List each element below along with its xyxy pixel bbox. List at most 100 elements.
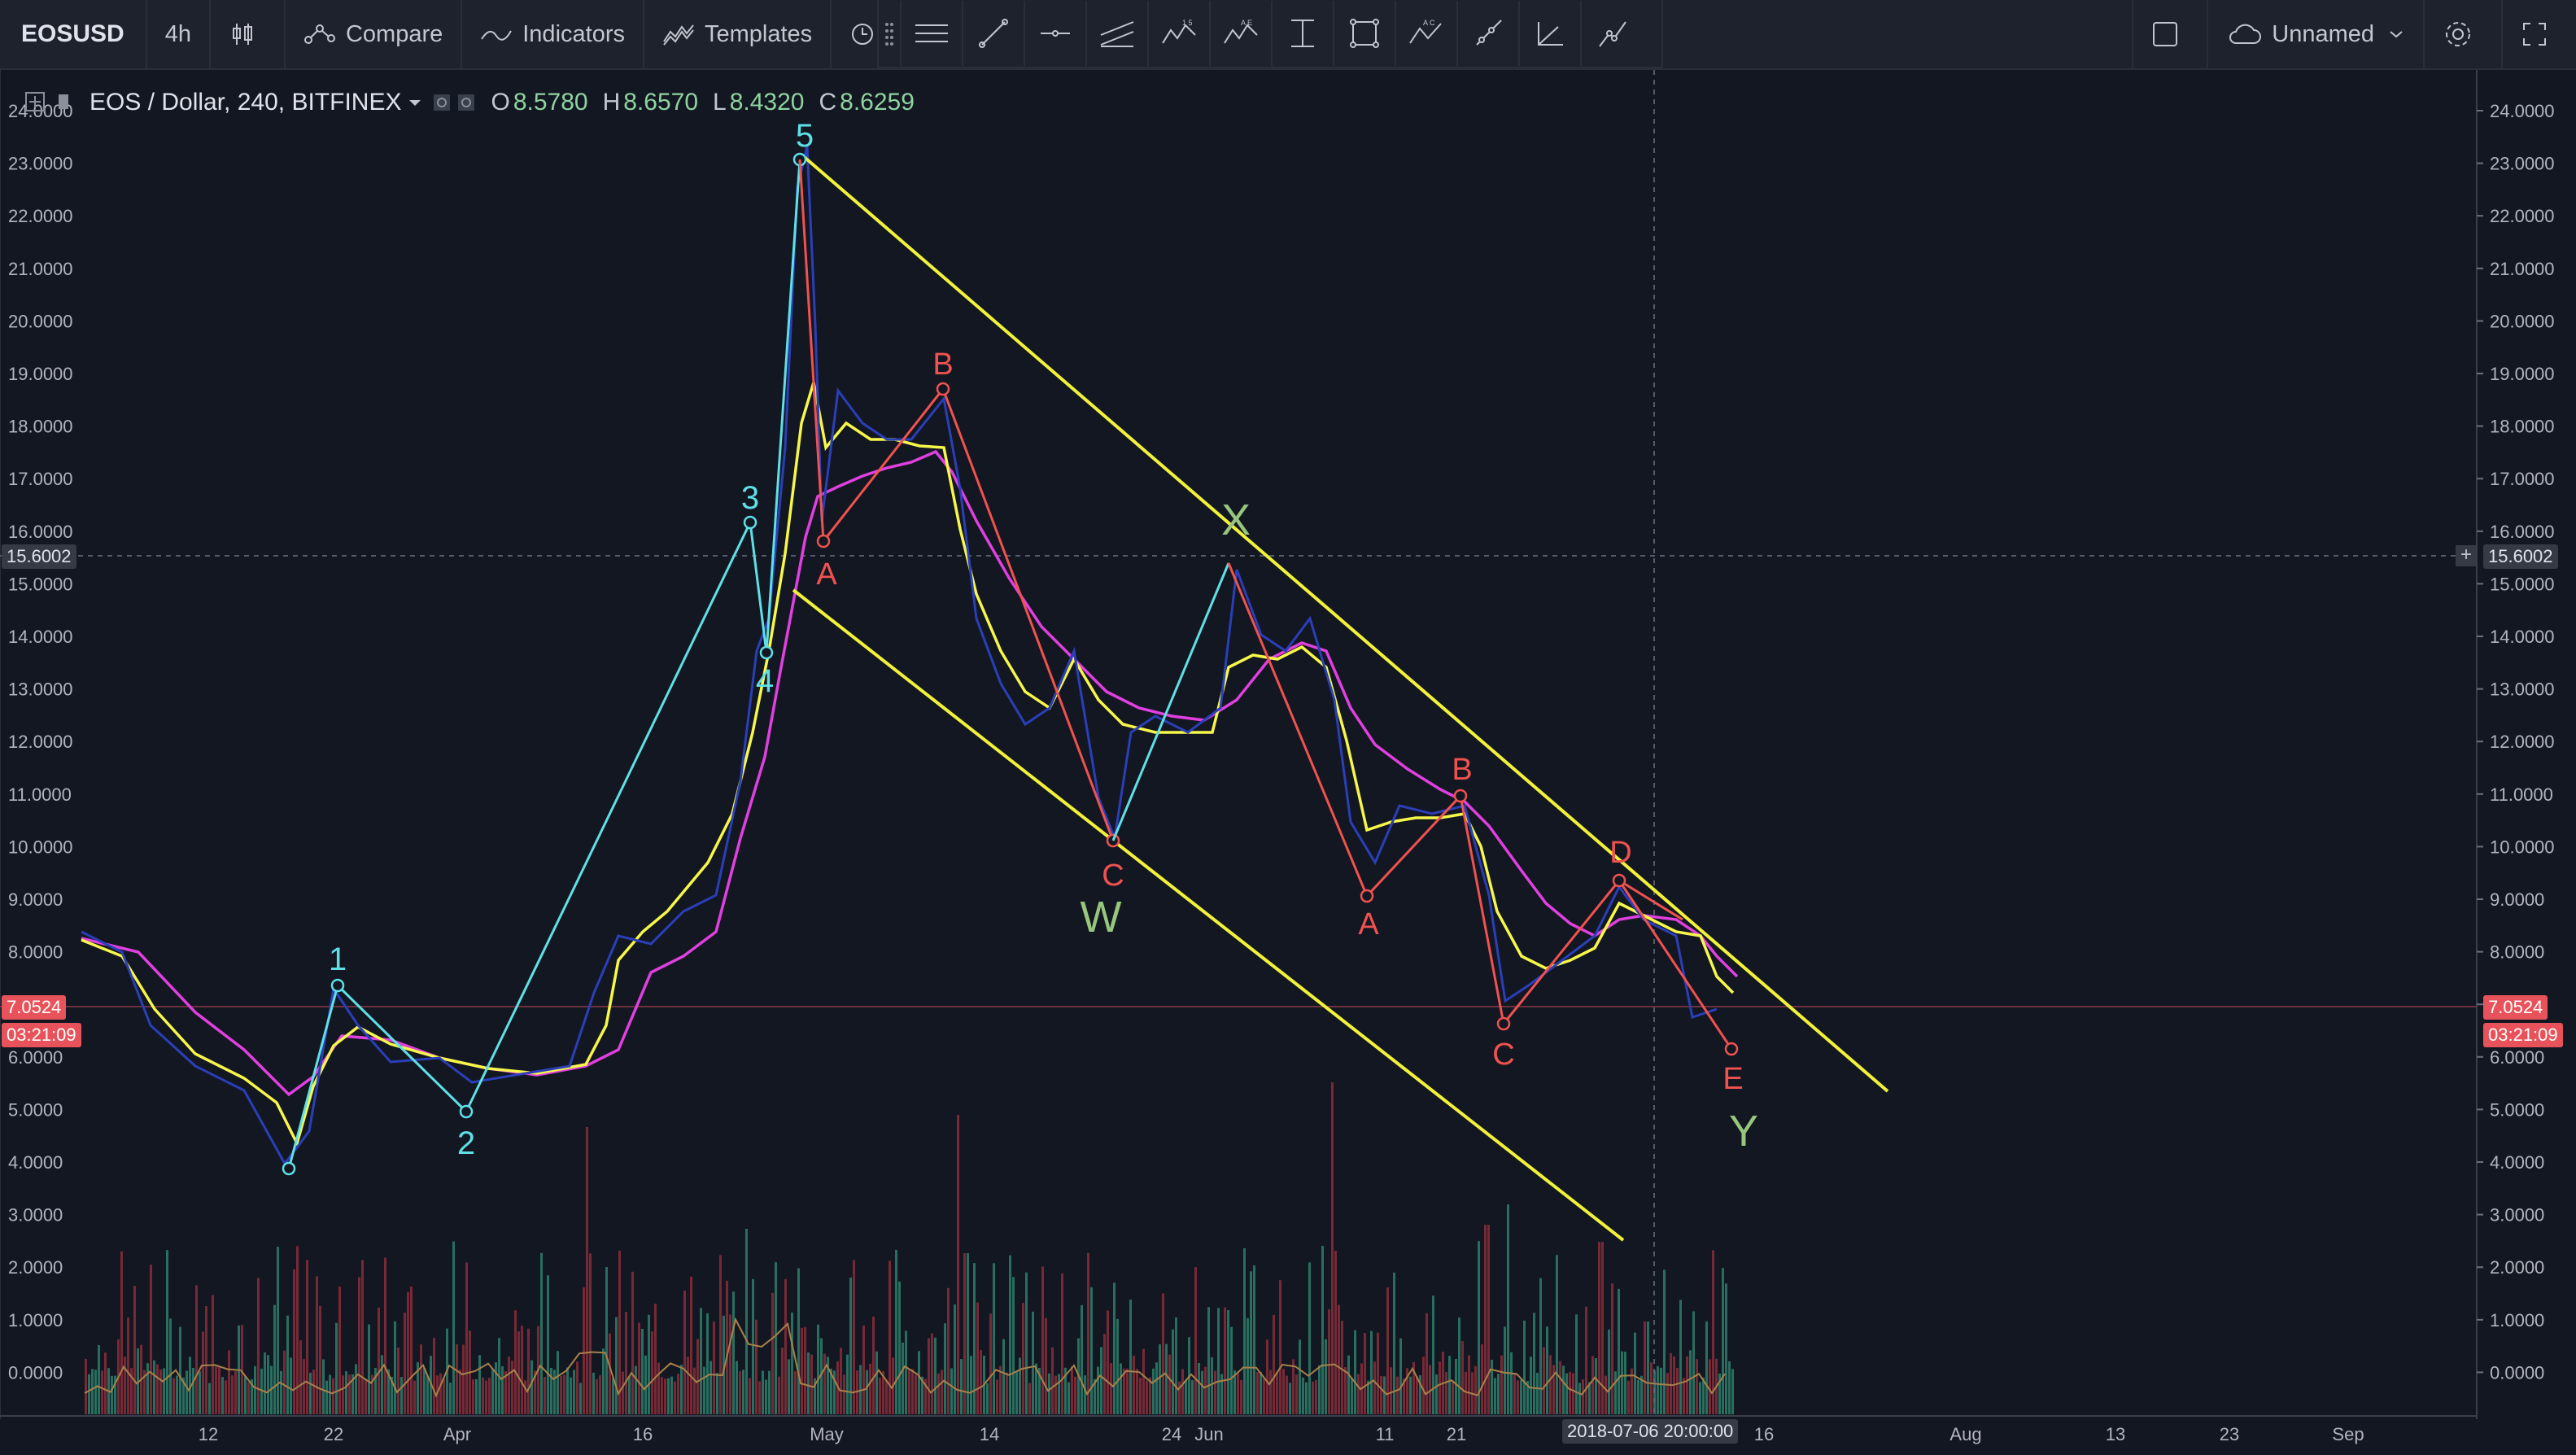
- volume-bar: [908, 1369, 910, 1414]
- volume-bar: [1718, 1373, 1721, 1414]
- volume-bar: [1657, 1365, 1659, 1414]
- path-tool[interactable]: [1582, 1, 1644, 66]
- price-tick-left: 0.0000: [8, 1362, 63, 1383]
- volume-bar: [225, 1380, 227, 1414]
- countdown-tag-left: 03:21:09: [2, 1023, 81, 1047]
- templates-button[interactable]: Templates: [644, 0, 832, 68]
- compare-icon: [303, 24, 335, 44]
- volume-bar: [719, 1255, 722, 1414]
- volume-bar: [452, 1241, 455, 1414]
- compare-button[interactable]: Compare: [286, 0, 463, 68]
- volume-bar: [1204, 1366, 1207, 1414]
- volume-bar: [557, 1351, 559, 1414]
- expand-legend-icon[interactable]: [24, 91, 46, 112]
- price-tick-left: 1.0000: [8, 1310, 63, 1330]
- volume-bar: [622, 1371, 624, 1414]
- drag-handle-icon[interactable]: [879, 1, 902, 66]
- volume-bar: [485, 1380, 487, 1414]
- ray-tool[interactable]: [1458, 1, 1520, 66]
- collapse-legend-icon[interactable]: [57, 91, 70, 112]
- parallel-channel-tool[interactable]: [1087, 1, 1149, 66]
- volume-bar: [1181, 1369, 1184, 1414]
- volume-bar: [1015, 1371, 1018, 1414]
- volume-bar: [657, 1362, 660, 1414]
- trend-line-tool[interactable]: [963, 1, 1025, 66]
- volume-bar: [169, 1318, 172, 1414]
- open-label: O: [491, 89, 510, 116]
- volume-bar: [1364, 1333, 1366, 1414]
- volume-bar: [732, 1291, 735, 1414]
- volume-bar: [898, 1281, 901, 1414]
- chart-style-button[interactable]: [211, 0, 286, 68]
- price-tick-right: 11.0000: [2490, 784, 2553, 805]
- volume-bar: [267, 1355, 269, 1414]
- volume-bar: [260, 1368, 263, 1414]
- abc-pattern-tool[interactable]: A C: [1396, 1, 1458, 66]
- rectangle-tool[interactable]: [1334, 1, 1396, 66]
- measure-tool[interactable]: [1273, 1, 1334, 66]
- volume-bar: [397, 1347, 399, 1414]
- volume-bar: [1168, 1354, 1171, 1414]
- save-layout-button[interactable]: Unnamed: [2208, 0, 2425, 68]
- volume-bar: [862, 1325, 865, 1414]
- volume-bar: [1637, 1379, 1639, 1414]
- volume-bar: [329, 1374, 331, 1414]
- volume-bar: [1116, 1318, 1119, 1414]
- volume-bar: [1517, 1380, 1519, 1414]
- volume-bar: [303, 1359, 305, 1414]
- volume-bar: [150, 1265, 152, 1414]
- volume-bar: [889, 1261, 891, 1414]
- series-menu-icon[interactable]: [408, 98, 422, 107]
- abcde-pattern-tool[interactable]: A E: [1211, 1, 1273, 66]
- hide-series-icon[interactable]: [456, 93, 476, 112]
- price-tick-left: 9.0000: [8, 889, 63, 910]
- wave-point-0: [282, 1161, 296, 1176]
- volume-bar: [1611, 1283, 1613, 1414]
- last-price-tag-right: 7.0524: [2483, 995, 2548, 1020]
- settings-button[interactable]: [2425, 0, 2503, 68]
- correction-abc-line: [798, 159, 1115, 841]
- correction-a-point: [816, 534, 831, 548]
- volume-bar: [114, 1375, 116, 1414]
- symbol-search-button[interactable]: EOSUSD: [0, 0, 147, 68]
- volume-bar: [1224, 1307, 1226, 1414]
- volume-bar: [976, 1302, 979, 1414]
- volume-bar: [312, 1370, 315, 1414]
- volume-bar: [954, 1304, 956, 1414]
- settings-small-icon[interactable]: [432, 93, 452, 112]
- layout-button[interactable]: [2132, 0, 2209, 68]
- indicators-button[interactable]: Indicators: [462, 0, 644, 68]
- abc-pattern-icon: A C: [1409, 19, 1442, 44]
- add-alert-plus-icon[interactable]: +: [2456, 545, 2477, 566]
- volume-bar: [1683, 1378, 1685, 1414]
- volume-bar: [1211, 1357, 1213, 1414]
- volume-bar: [1165, 1344, 1168, 1414]
- time-tick-label: 14: [980, 1424, 999, 1444]
- price-tick-right: 19.0000: [2490, 364, 2555, 384]
- time-tick-label: 16: [1754, 1424, 1774, 1444]
- angle-tool[interactable]: [1520, 1, 1582, 66]
- volume-bar: [1012, 1277, 1015, 1414]
- volume-bar: [1107, 1310, 1109, 1414]
- menu-lines-tool[interactable]: [902, 1, 963, 66]
- correction-c-label: C: [1102, 859, 1124, 893]
- horizontal-line-tool[interactable]: [1025, 1, 1087, 66]
- volume-bar: [407, 1292, 409, 1414]
- xabcd-pattern-tool[interactable]: 1 5: [1149, 1, 1211, 66]
- interval-button[interactable]: 4h: [147, 0, 211, 68]
- volume-bar: [488, 1378, 491, 1414]
- correction-a-label: A: [816, 557, 837, 592]
- volume-bar: [1269, 1370, 1272, 1414]
- countdown-tag-right: 03:21:09: [2483, 1023, 2563, 1047]
- volume-bar: [1562, 1365, 1565, 1414]
- volume-bar: [413, 1380, 416, 1414]
- alert-button[interactable]: [832, 0, 903, 68]
- volume-bar: [1152, 1368, 1155, 1414]
- volume-bar: [1416, 1376, 1418, 1414]
- series-title[interactable]: EOS / Dollar, 240, BITFINEX: [90, 89, 402, 116]
- fullscreen-button[interactable]: [2503, 0, 2576, 68]
- volume-bar: [1247, 1317, 1249, 1414]
- volume-bar: [472, 1379, 474, 1414]
- volume-bar: [1478, 1241, 1480, 1414]
